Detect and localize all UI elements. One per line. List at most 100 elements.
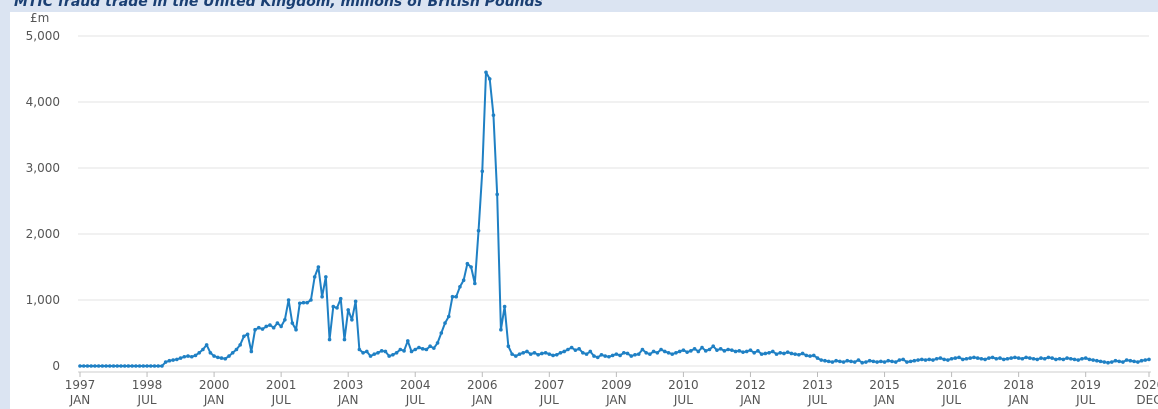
data-point: [1139, 358, 1144, 363]
title-band: [0, 0, 1158, 12]
data-point: [916, 358, 920, 362]
data-point: [622, 351, 626, 355]
data-point: [223, 356, 228, 361]
data-point: [379, 349, 384, 353]
data-point: [1113, 358, 1118, 363]
data-point: [964, 356, 969, 361]
data-point: [1136, 360, 1140, 364]
data-point: [104, 364, 108, 368]
x-tick-month: JAN: [605, 393, 627, 407]
data-point: [163, 360, 168, 364]
data-point: [677, 349, 682, 354]
data-point: [592, 354, 596, 358]
x-tick-month: JAN: [1007, 393, 1029, 407]
data-point: [89, 364, 93, 368]
data-point: [368, 354, 373, 358]
data-point: [286, 298, 291, 302]
x-tick-year: 2019: [1070, 378, 1101, 392]
x-tick-year: 1998: [132, 378, 163, 392]
data-point: [588, 349, 593, 354]
data-point: [249, 349, 254, 354]
data-point: [540, 351, 544, 356]
data-point: [1016, 356, 1021, 360]
y-tick-label: 2,000: [26, 227, 60, 241]
data-point: [648, 352, 652, 356]
data-point: [856, 358, 861, 362]
data-point: [703, 349, 708, 353]
data-point: [327, 337, 332, 342]
data-point: [216, 355, 220, 360]
data-point: [253, 327, 257, 332]
data-point: [797, 352, 801, 357]
data-point: [283, 318, 287, 322]
x-tick-month: JAN: [471, 393, 493, 407]
data-point: [383, 349, 388, 354]
y-tick-label: 1,000: [26, 293, 60, 307]
data-point: [558, 351, 563, 355]
data-point: [387, 354, 391, 358]
data-point: [577, 347, 581, 351]
data-point: [700, 345, 704, 350]
data-point: [957, 355, 961, 360]
data-point: [1128, 358, 1133, 363]
data-point: [1046, 355, 1051, 360]
data-point: [499, 327, 503, 332]
data-point: [256, 325, 261, 330]
left-band: [0, 0, 10, 409]
x-tick-year: 2003: [333, 378, 364, 392]
data-point: [603, 354, 607, 358]
data-point: [960, 357, 965, 362]
data-point: [629, 354, 634, 358]
data-point: [763, 351, 768, 356]
data-point: [1076, 358, 1081, 362]
x-tick-year: 2016: [936, 378, 967, 392]
data-point: [458, 285, 462, 289]
data-point: [342, 337, 347, 342]
data-point: [927, 357, 932, 362]
data-point: [487, 77, 492, 81]
data-point: [204, 343, 209, 347]
data-point: [521, 351, 526, 355]
data-point: [1068, 356, 1073, 361]
data-point: [495, 192, 499, 197]
data-point: [689, 349, 693, 353]
data-point: [346, 308, 350, 312]
data-point: [659, 347, 663, 352]
data-point: [316, 265, 321, 269]
data-point: [417, 345, 421, 350]
data-point: [864, 360, 868, 364]
x-tick-year: 2013: [802, 378, 833, 392]
data-point: [1106, 360, 1110, 365]
data-point: [551, 353, 555, 358]
data-point: [1061, 357, 1066, 362]
data-point: [484, 70, 488, 75]
data-point: [696, 349, 701, 354]
data-point: [782, 351, 786, 356]
data-point: [1109, 360, 1114, 364]
data-point: [152, 364, 157, 368]
data-point: [361, 351, 365, 355]
data-point: [1117, 359, 1122, 364]
data-point: [607, 354, 611, 359]
data-point: [1050, 356, 1054, 360]
data-point: [405, 339, 410, 343]
data-point: [1024, 355, 1028, 360]
data-point: [867, 358, 872, 363]
data-point: [160, 364, 164, 368]
data-point: [394, 351, 399, 355]
x-tick-year: 2004: [400, 378, 431, 392]
y-tick-label: 4,000: [26, 95, 60, 109]
data-point: [934, 356, 939, 361]
data-point: [979, 356, 984, 361]
data-point: [1098, 359, 1103, 364]
data-point: [376, 351, 380, 355]
data-point: [845, 358, 850, 363]
x-tick-month: JUL: [539, 393, 559, 407]
data-point: [849, 359, 853, 364]
x-tick-year: 2015: [869, 378, 900, 392]
data-point: [882, 360, 887, 364]
x-tick-month: JUL: [807, 393, 827, 407]
data-point: [562, 349, 567, 354]
data-point: [655, 351, 660, 355]
